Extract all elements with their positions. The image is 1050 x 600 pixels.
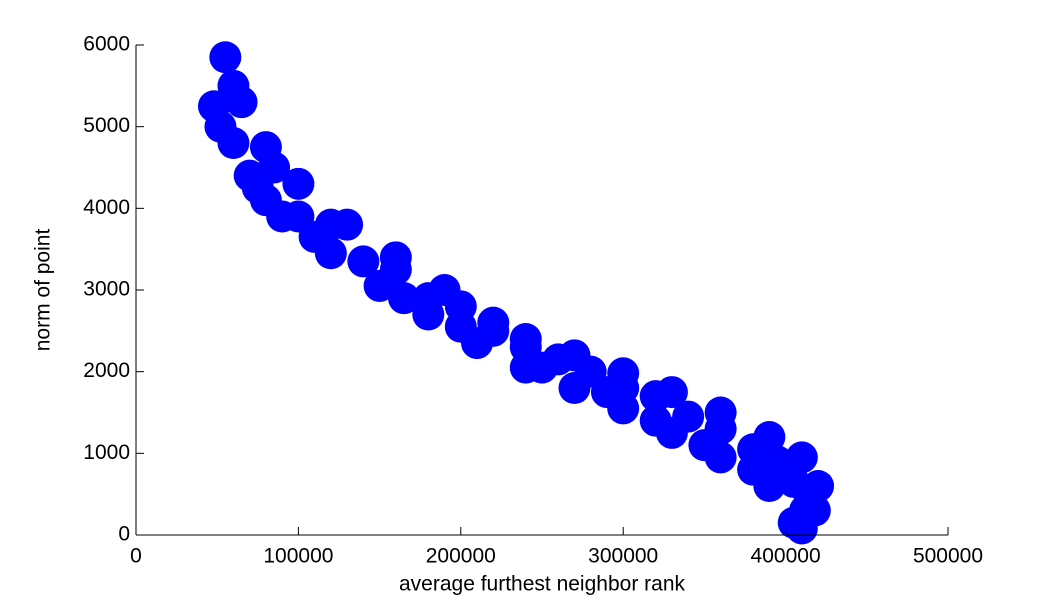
point [258, 151, 291, 184]
point [204, 110, 237, 143]
point [209, 41, 242, 74]
point [590, 376, 623, 409]
point [672, 400, 705, 433]
y-tick-label: 6000 [83, 33, 130, 56]
y-tick-label: 1000 [83, 441, 130, 464]
y-tick-label: 0 [118, 523, 130, 546]
plot-area [197, 41, 835, 545]
x-tick-label: 300000 [588, 545, 658, 568]
x-tick-label: 0 [130, 545, 142, 568]
x-axis-label: average furthest neighbor rank [399, 573, 686, 596]
point [347, 245, 380, 278]
point [387, 282, 420, 315]
point [282, 167, 315, 200]
point [412, 282, 445, 315]
point [217, 69, 250, 102]
x-tick-label: 100000 [263, 545, 333, 568]
y-tick-label: 5000 [83, 114, 130, 137]
y-axis-label: norm of point [32, 229, 55, 352]
point [477, 314, 510, 347]
x-tick-label: 400000 [751, 545, 821, 568]
point [233, 159, 266, 192]
point [379, 253, 412, 286]
point [688, 429, 721, 462]
point [298, 220, 331, 253]
point [526, 351, 558, 384]
axes: 0 100000 200000 300000 400000 500000 0 1000 2000… [83, 33, 983, 568]
point [761, 445, 794, 478]
point [737, 453, 770, 486]
y-tick-label: 4000 [83, 196, 130, 219]
x-tick-label: 200000 [426, 545, 496, 568]
point [639, 404, 672, 437]
point [785, 441, 818, 474]
point [444, 310, 477, 343]
point [639, 380, 672, 413]
point [793, 482, 826, 515]
y-tick-label: 2000 [83, 359, 130, 382]
point [249, 184, 282, 217]
x-tick-label: 500000 [913, 545, 983, 568]
y-tick-label: 3000 [83, 278, 130, 301]
